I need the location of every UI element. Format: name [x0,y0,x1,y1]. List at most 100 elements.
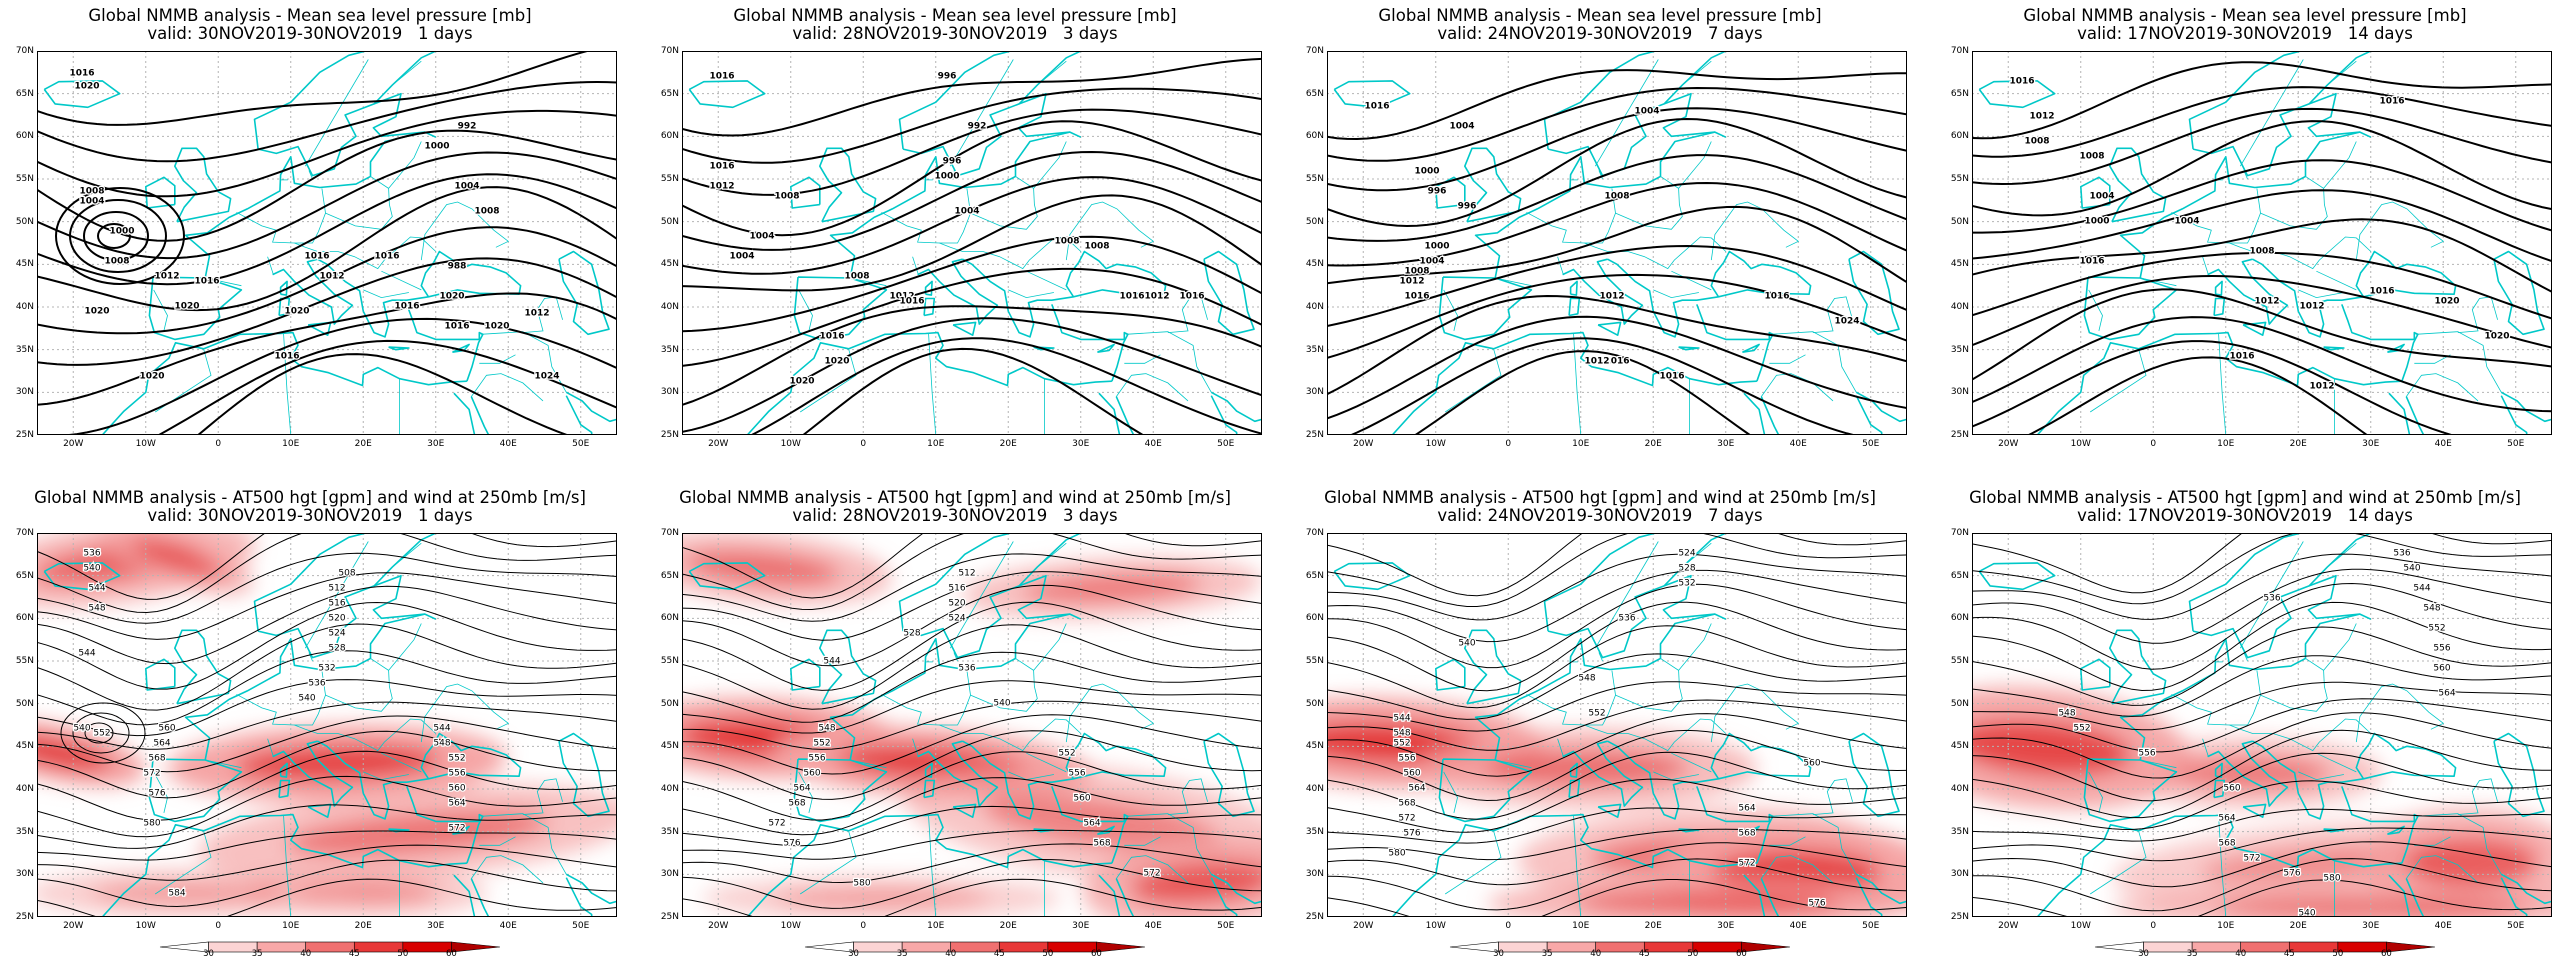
contour-label: 540 [83,564,100,574]
contour-label: 528 [903,629,920,639]
border [1026,270,1067,291]
contour-line [196,353,570,435]
lon-tick-label: 40E [1789,921,1807,931]
contour-label: 1016 [2079,257,2104,267]
contour-line [1972,107,2552,186]
lon-tick-label: 10W [135,439,156,449]
coastline [2213,779,2226,799]
border [2457,296,2498,333]
contour-line [1327,154,1907,242]
lat-lon-grid [1972,533,2552,917]
contour-label: 528 [1678,564,1695,574]
contour-line [682,194,1262,292]
contour-line [1327,533,1907,607]
map-svg: 5445485525565605645685725765805845125165… [682,533,1262,917]
border [2415,331,2502,393]
contour-line [37,51,592,126]
contour-label: 572 [143,769,160,779]
border [304,59,369,167]
contour-line [682,730,1262,800]
border [392,60,422,86]
lat-tick-label: 45N [660,259,679,270]
coastline [452,343,470,353]
coastline [952,321,977,336]
contour-label: 1008 [774,192,799,202]
coastline [2213,297,2226,317]
border [798,771,813,813]
border [2457,778,2498,815]
lon-tick-label: 10E [1572,439,1590,449]
coastline [565,873,617,905]
lon-tick-label: 20W [63,439,84,449]
colorbar-tick-label: 35 [251,949,263,959]
coastline [1017,574,1082,620]
border [953,652,958,662]
contour-label: 544 [1393,714,1410,724]
lat-tick-label: 65N [1305,88,1324,99]
contour-label: 1012 [319,272,344,282]
coastline [272,740,354,807]
contour-line [1972,553,2552,620]
coastline [1696,304,1774,382]
lon-tick-label: 50E [2507,921,2525,931]
wind-colorbar [804,941,1146,953]
coastline [917,258,999,325]
contour-line [1972,780,2552,831]
lat-tick-label: 25N [1305,430,1324,440]
colorbar-tick-label: 60 [1736,949,1747,959]
contour-label: 1008 [79,187,104,197]
contour-line [1327,699,1907,751]
lon-tick-label: 50E [2507,439,2525,449]
panel-valid-period: valid: 28NOV2019-30NOV2019 3 days [792,506,1118,525]
border [480,813,567,875]
contour-label: 1008 [2079,152,2104,162]
lat-tick-label: 65N [1305,570,1324,581]
contour-label: 552 [1393,739,1410,749]
coastline [2188,533,2372,659]
lat-tick-label: 70N [1950,46,1969,56]
colorbar [2085,938,2445,957]
colorbar-swatch [2094,941,2144,953]
contour-label: 1000 [1414,167,1439,177]
contour-label: 568 [148,754,165,764]
contour-label: 1004 [2174,217,2199,227]
contour-label: 568 [1398,799,1415,809]
contour-line [1327,879,1907,917]
coastline [253,533,437,659]
contour-label: 1016 [1119,292,1144,302]
coastline [1333,562,1411,591]
coastline [101,331,467,435]
contour-line [682,601,1262,691]
contour-line [1972,251,2552,320]
lat-tick-label: 25N [660,912,679,922]
lat-tick-label: 40N [660,302,679,312]
contour-label: 1020 [139,372,164,382]
contour-line [37,80,617,163]
lat-tick-label: 60N [1305,613,1324,624]
contour-label: 560 [2433,664,2450,674]
colorbar-swatch [853,941,903,953]
contour-line [84,722,114,744]
contour-line [37,844,617,881]
lon-tick-label: 10W [2070,921,2091,931]
border [1167,778,1208,815]
coastline [2109,629,2167,705]
lon-tick-label: 20W [1998,439,2019,449]
border [388,623,422,671]
panel-title: Global NMMB analysis - Mean sea level pr… [2023,6,2467,25]
border [1760,855,1834,884]
contour-line [37,730,617,799]
lat-tick-label: 65N [1950,570,1969,581]
colorbar-tick-label: 60 [2381,949,2392,959]
coastline [406,786,484,864]
lat-tick-label: 45N [660,741,679,752]
lat-tick-label: 55N [1950,656,1969,666]
contour-label: 516 [948,584,965,594]
lat-tick-label: 25N [1305,912,1324,922]
coastline [1210,391,1262,423]
contour-label: 560 [1803,759,1820,769]
map-svg: 5445485525565605645685725765805245285325… [1327,533,1907,917]
lon-tick-label: 30E [427,921,445,931]
coastline [1568,297,1581,317]
